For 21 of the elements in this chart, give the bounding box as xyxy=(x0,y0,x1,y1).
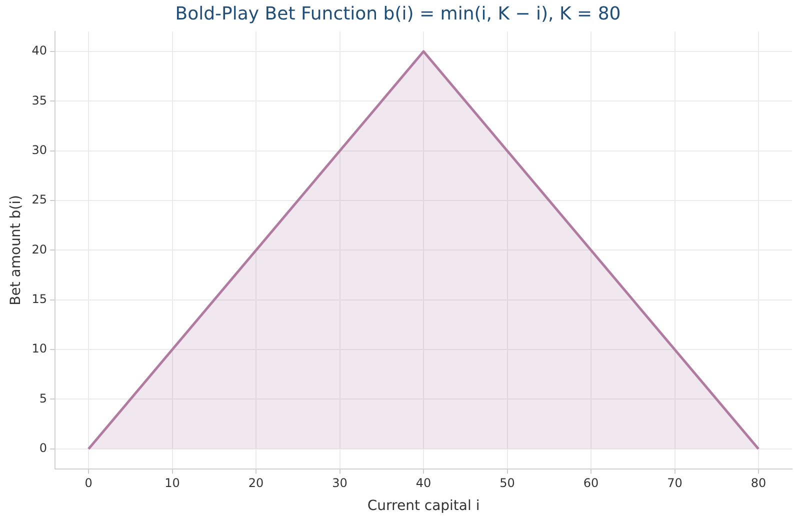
y-tick-label: 0 xyxy=(39,441,48,456)
y-tick-label: 30 xyxy=(32,142,48,157)
x-tick-label: 50 xyxy=(500,476,515,490)
y-tick-label: 10 xyxy=(32,342,48,356)
y-tick-label: 40 xyxy=(32,44,48,58)
y-axis-title: Bet amount b(i) xyxy=(8,195,24,306)
x-tick-label: 60 xyxy=(583,476,599,490)
x-tick-label: 80 xyxy=(750,476,766,490)
y-tick-label: 20 xyxy=(32,242,48,256)
y-tick-label: 35 xyxy=(32,93,48,108)
x-tick-label: 70 xyxy=(667,476,682,490)
y-tick-label: 5 xyxy=(39,391,48,406)
y-tick-label: 25 xyxy=(32,192,48,207)
x-tick-label: 0 xyxy=(84,476,92,490)
chart-title: Bold-Play Bet Function b(i) = min(i, K − i), K = 80 xyxy=(175,3,621,24)
x-tick-label: 10 xyxy=(164,476,180,490)
x-tick-label: 30 xyxy=(332,476,348,490)
x-axis-title: Current capital i xyxy=(367,498,480,514)
y-tick-label: 15 xyxy=(32,292,48,306)
x-tick-label: 20 xyxy=(248,476,264,490)
x-tick-label: 40 xyxy=(416,476,432,490)
